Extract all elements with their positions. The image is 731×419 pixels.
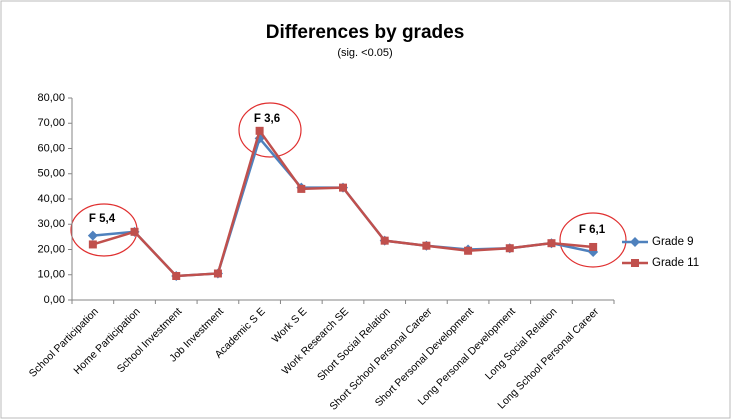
marker: [172, 272, 181, 281]
legend-marker: [630, 237, 640, 247]
marker: [88, 240, 97, 249]
highlight-circle: [238, 102, 302, 158]
highlight-circle: [559, 212, 627, 268]
marker: [339, 183, 347, 192]
y-tick-label: 10,00: [37, 269, 65, 281]
marker: [464, 246, 473, 255]
chart-title: Differences by grades: [266, 22, 465, 43]
marker: [297, 184, 306, 193]
y-tick-label: 50,00: [37, 168, 65, 180]
marker: [130, 227, 139, 236]
legend-marker: [631, 259, 639, 267]
y-tick-label: 20,00: [37, 243, 65, 255]
chart-subtitle: (sig. <0.05): [337, 47, 392, 59]
y-tick-label: 40,00: [37, 193, 65, 205]
annotation: F 3,6: [254, 113, 280, 125]
marker: [422, 241, 431, 250]
y-tick-label: 60,00: [37, 142, 65, 154]
marker: [213, 269, 222, 278]
annotation: F 6,1: [579, 224, 606, 236]
y-tick-label: 30,00: [37, 218, 65, 230]
y-tick-label: 80,00: [37, 92, 65, 104]
marker: [87, 230, 98, 241]
marker: [547, 239, 556, 248]
marker: [380, 236, 389, 245]
marker: [589, 242, 598, 251]
annotation: F 5,4: [89, 213, 116, 225]
marker: [255, 126, 264, 135]
y-tick-label: 70,00: [37, 117, 65, 129]
y-tick-label: 0,00: [44, 294, 65, 306]
legend-label: Grade 11: [652, 257, 699, 269]
marker: [505, 244, 514, 253]
legend-label: Grade 9: [652, 236, 694, 248]
